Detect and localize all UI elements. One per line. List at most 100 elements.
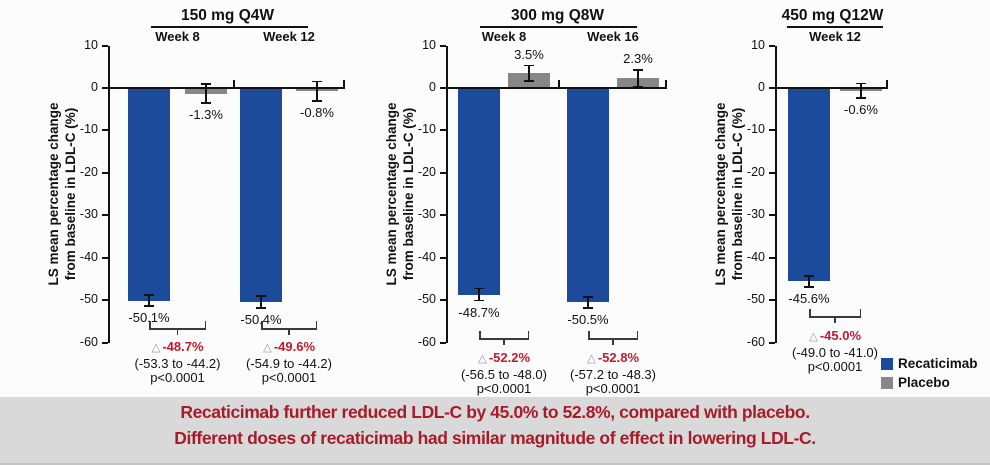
comparison-bracket-center-tick (612, 339, 614, 345)
zero-baseline (110, 87, 345, 89)
recaticimab-error-bar (808, 275, 810, 287)
comparison-bracket (261, 328, 317, 330)
comparison-bracket-right-end (859, 309, 861, 318)
group-separator-tick (557, 80, 560, 87)
placebo-error-bar (637, 70, 639, 87)
dose-title: 300 mg Q8W (510, 7, 605, 24)
y-tick-label: -40 (746, 249, 765, 264)
comparison-bracket-left-end (588, 331, 590, 340)
y-tick-mark (102, 299, 108, 302)
recaticimab-error-bar-cap-bottom (144, 305, 154, 307)
y-tick-mark (440, 299, 446, 302)
y-tick-mark (769, 129, 775, 132)
recaticimab-error-bar-cap-bottom (474, 299, 484, 302)
delta-confidence-interval: (-54.9 to -44.2) (246, 355, 332, 371)
placebo-error-bar-cap-top (856, 82, 866, 85)
recaticimab-error-bar (587, 296, 589, 308)
y-tick-label: 10 (84, 37, 98, 52)
zero-baseline (448, 87, 667, 89)
delta-triangle-icon: △ (586, 353, 596, 365)
y-tick-label: -10 (746, 122, 765, 137)
axis-end-tick (886, 80, 888, 87)
placebo-error-bar-cap-bottom (633, 85, 643, 88)
axis-end-tick (343, 80, 345, 87)
y-tick-mark (769, 87, 775, 89)
y-tick-mark (440, 171, 446, 174)
delta-annotation: △ -49.6% (-54.9 to -44.2) p<0.0001 (209, 340, 369, 385)
delta-line: △ -48.7% (98, 340, 258, 356)
legend-item-recaticimab: Recaticimab (881, 356, 978, 371)
recaticimab-bar (567, 87, 609, 303)
y-tick-label: 10 (422, 37, 436, 52)
chart-panel-450-mg-q12w: 450 mg Q12W 10 0 -10 -20 -30 -40 -50 -60 Week 12 -… (746, 7, 888, 374)
y-tick-mark (102, 129, 108, 132)
y-tick-label: -50 (746, 292, 765, 307)
y-tick-label: -30 (79, 207, 98, 222)
placebo-error-bar-cap-top (524, 64, 534, 67)
charts-layer: 150 mg Q4W 10 0 -10 -20 -30 -40 -50 -60 Week 8 Wee… (79, 7, 888, 396)
y-tick-label: -50 (79, 292, 98, 307)
y-tick-mark (769, 256, 775, 259)
legend: Recaticimab Placebo (881, 356, 978, 394)
comparison-bracket-right-end (315, 321, 317, 330)
zero-baseline (777, 87, 888, 89)
y-tick-mark (440, 256, 446, 259)
delta-line: △ -49.6% (209, 340, 369, 356)
delta-value: -52.2% (488, 350, 531, 365)
placebo-error-bar-cap-bottom (201, 102, 211, 104)
delta-line: △ -52.8% (533, 351, 693, 367)
y-tick-label: -10 (79, 122, 98, 137)
delta-confidence-interval: (-57.2 to -48.3) (570, 366, 656, 382)
delta-value: -48.7% (162, 339, 204, 354)
legend-label-placebo: Placebo (898, 375, 950, 390)
delta-triangle-icon: △ (262, 342, 272, 354)
comparison-bracket-left-end (149, 321, 151, 330)
recaticimab-error-bar-cap-bottom (256, 307, 266, 309)
recaticimab-bar (128, 87, 170, 301)
recaticimab-value-label: -50.5% (567, 311, 609, 327)
chart-panel-300-mg-q8w: 300 mg Q8W 10 0 -10 -20 -30 -40 -50 -60 Week 8 Wee… (417, 7, 693, 396)
placebo-error-bar-cap-bottom (856, 97, 866, 99)
y-tick-label: -40 (417, 249, 436, 264)
y-tick-mark (102, 341, 108, 344)
y-tick-label: -20 (79, 164, 98, 179)
placebo-error-bar (316, 81, 318, 102)
delta-p-value: p<0.0001 (476, 381, 532, 396)
placebo-error-bar-cap-top (633, 69, 643, 71)
comparison-bracket (588, 338, 638, 340)
placebo-value-label: -0.8% (300, 105, 334, 121)
recaticimab-error-bar-cap-bottom (583, 307, 593, 309)
delta-confidence-interval: (-53.3 to -44.2) (134, 355, 221, 371)
y-axis-line (108, 45, 110, 343)
comparison-bracket (479, 338, 529, 340)
delta-p-value: p<0.0001 (807, 359, 863, 374)
comparison-bracket-right-end (527, 331, 529, 340)
delta-annotation: △ -48.7% (-53.3 to -44.2) p<0.0001 (98, 340, 258, 385)
y-tick-label: -20 (417, 164, 436, 179)
y-tick-mark (440, 129, 446, 132)
week-label: Week 12 (809, 29, 861, 44)
placebo-value-label: 3.5% (514, 46, 544, 62)
banner-line-1: Recaticimab further reduced LDL-C by 45.… (180, 402, 810, 422)
placebo-value-label: -0.6% (844, 101, 878, 117)
chart-panel-150-mg-q4w: 150 mg Q4W 10 0 -10 -20 -30 -40 -50 -60 Week 8 Wee… (79, 7, 369, 385)
y-tick-mark (769, 214, 775, 217)
y-tick-mark (440, 341, 446, 344)
recaticimab-error-bar (260, 295, 262, 308)
delta-value: -45.0% (819, 328, 862, 343)
group-separator-tick (232, 80, 235, 87)
placebo-error-bar-cap-top (312, 80, 322, 83)
y-tick-label: 10 (751, 37, 765, 52)
comparison-bracket-center-tick (503, 339, 505, 345)
y-tick-mark (769, 171, 775, 174)
y-tick-mark (102, 256, 108, 259)
week-label: Week 12 (263, 29, 315, 44)
y-tick-label: 0 (429, 80, 436, 94)
y-tick-mark (769, 341, 775, 344)
dose-title: 150 mg Q4W (180, 7, 275, 24)
delta-line: △ -52.2% (424, 351, 584, 367)
delta-p-value: p<0.0001 (261, 370, 317, 385)
legend-label-recaticimab: Recaticimab (898, 356, 978, 371)
y-tick-mark (769, 299, 775, 302)
